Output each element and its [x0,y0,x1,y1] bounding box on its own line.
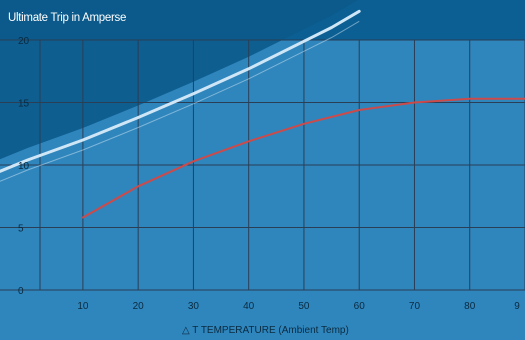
series-lines [0,9,525,219]
y-tick-label: 20 [18,36,30,47]
grid-lines [0,39,525,291]
x-tick-label: 80 [464,301,476,312]
x-tick-label: 70 [409,301,421,312]
x-tick-label: 20 [133,301,145,312]
chart-title: Ultimate Trip in Amperse [8,12,126,24]
y-axis-ticks: 0 5 10 15 20 [18,36,30,297]
lower-trip-line [81,97,525,219]
x-tick-label: 50 [298,301,310,312]
y-tick-label: 0 [18,286,24,297]
x-axis-label: △ T TEMPERATURE (Ambient Temp) [182,325,349,336]
x-tick-label: 30 [188,301,200,312]
x-tick-label: 10 [77,301,89,312]
upper-trip-line-shadow [0,20,360,182]
y-tick-label: 15 [18,99,30,110]
x-tick-label: 9 [514,301,520,312]
y-tick-label: 5 [18,224,24,235]
x-tick-label: 40 [243,301,255,312]
upper-trip-line [0,9,361,173]
x-tick-label: 60 [354,301,366,312]
y-tick-label: 10 [18,161,30,172]
x-axis-ticks: 10 20 30 40 50 60 70 80 9 [77,301,520,312]
